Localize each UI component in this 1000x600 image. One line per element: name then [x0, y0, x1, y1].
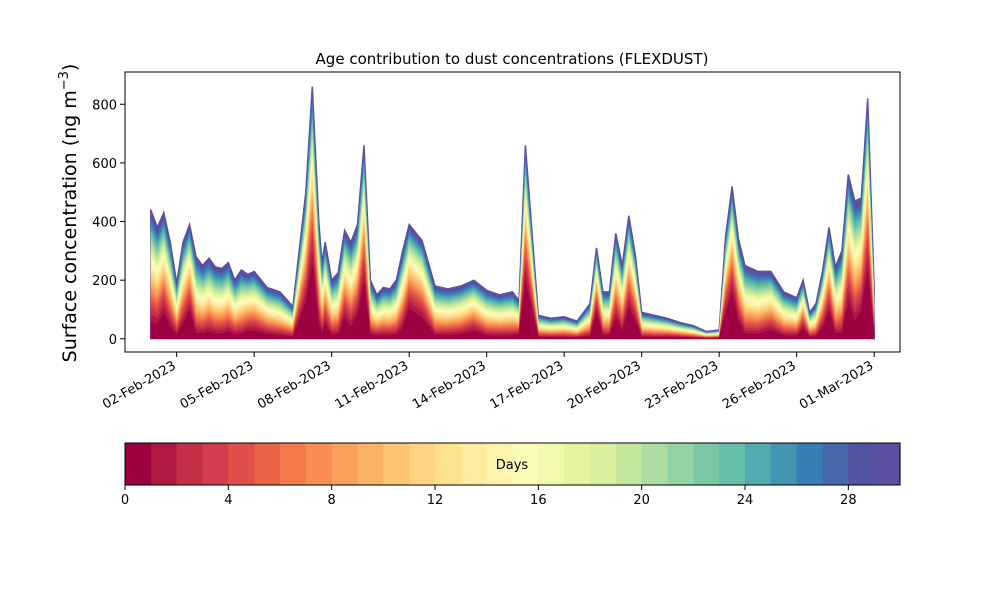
x-tick-label: 17-Feb-2023 [488, 358, 567, 412]
colorbar-swatch [305, 443, 333, 485]
colorbar-swatch [564, 443, 591, 485]
colorbar-tick-label: 24 [737, 493, 754, 508]
x-axis-ticks: 02-Feb-202305-Feb-202308-Feb-202311-Feb-… [100, 352, 876, 413]
areas-group [150, 86, 875, 340]
y-axis-label: Surface concentration (ng m−3) [57, 64, 81, 363]
x-tick-label: 02-Feb-2023 [100, 358, 179, 412]
chart-title: Age contribution to dust concentrations … [316, 50, 709, 68]
x-tick-label: 08-Feb-2023 [255, 358, 334, 412]
colorbar-swatch [460, 443, 488, 485]
colorbar-swatch [538, 443, 565, 485]
colorbar-swatch [667, 443, 694, 485]
colorbar-swatch [822, 443, 849, 485]
colorbar-ticks: 0 4 8 12 16 20 24 28 [121, 485, 857, 508]
colorbar-swatch [409, 443, 436, 485]
colorbar-swatch [331, 443, 359, 485]
colorbar [125, 443, 901, 485]
colorbar-swatch [202, 443, 229, 485]
colorbar-swatch [719, 443, 746, 485]
y-axis-ticks: 0 200 400 600 800 [92, 98, 125, 348]
colorbar-swatch [770, 443, 798, 485]
colorbar-swatch [357, 443, 384, 485]
colorbar-tick-label: 20 [633, 493, 650, 508]
y-axis-label-main: Surface concentration (ng m [59, 90, 81, 362]
colorbar-label: Days [496, 458, 529, 473]
colorbar-tick-label: 28 [840, 493, 857, 508]
colorbar-tick-label: 0 [121, 493, 129, 508]
x-tick-label: 05-Feb-2023 [178, 358, 257, 412]
y-tick-label: 800 [92, 98, 117, 113]
colorbar-swatch [615, 443, 643, 485]
y-axis-label-sup: −3 [57, 71, 72, 90]
colorbar-swatch [641, 443, 669, 485]
x-tick-label: 01-Mar-2023 [797, 358, 876, 412]
y-tick-label: 600 [92, 157, 117, 172]
x-tick-label: 23-Feb-2023 [643, 358, 722, 412]
colorbar-swatch [435, 443, 462, 485]
colorbar-swatch [590, 443, 617, 485]
x-tick-label: 20-Feb-2023 [565, 358, 644, 412]
colorbar-tick-label: 8 [328, 493, 336, 508]
colorbar-frame [124, 442, 901, 486]
colorbar-swatch [254, 443, 281, 485]
y-tick-label: 400 [92, 216, 117, 231]
colorbar-swatch [745, 443, 772, 485]
colorbar-swatch [383, 443, 410, 485]
colorbar-tick-label: 4 [224, 493, 232, 508]
x-tick-label: 26-Feb-2023 [720, 358, 799, 412]
colorbar-swatch [693, 443, 720, 485]
colorbar-swatch [796, 443, 824, 485]
area-band-0 [150, 263, 875, 339]
colorbar-swatch [125, 443, 152, 485]
x-tick-label: 11-Feb-2023 [333, 358, 412, 412]
y-axis-label-close: ) [59, 64, 81, 71]
colorbar-swatch [280, 443, 307, 485]
colorbar-swatch [176, 443, 204, 485]
x-tick-label: 14-Feb-2023 [410, 358, 489, 412]
y-tick-label: 0 [109, 333, 117, 348]
y-tick-label: 200 [92, 274, 117, 289]
colorbar-swatch [848, 443, 875, 485]
colorbar-swatch [512, 443, 539, 485]
colorbar-swatch [874, 443, 901, 485]
colorbar-swatch [150, 443, 178, 485]
colorbar-tick-label: 12 [427, 493, 444, 508]
colorbar-swatch [228, 443, 255, 485]
plot-frame [124, 71, 901, 353]
colorbar-swatch [486, 443, 514, 485]
colorbar-tick-label: 16 [530, 493, 547, 508]
